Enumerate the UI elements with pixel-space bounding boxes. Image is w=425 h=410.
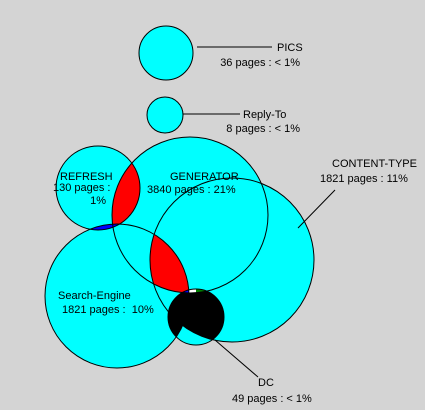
set-count: 130 pages : [53, 182, 111, 194]
set-count: 1% [90, 195, 106, 207]
circle-outlines [44, 25, 315, 369]
set-label: REFRESH [60, 171, 113, 183]
set-count: 49 pages : < 1% [232, 393, 312, 405]
set-label: Search-Engine [58, 290, 131, 302]
set-count: 8 pages : < 1% [226, 123, 300, 135]
set-label: DC [258, 377, 274, 389]
set-label: GENERATOR [170, 171, 239, 183]
leader-lines [183, 46, 336, 378]
set-count: 1821 pages : 11% [320, 173, 408, 185]
set-label: PICS [277, 42, 303, 54]
set-count: 3840 pages : 21% [147, 184, 236, 196]
set-count: 36 pages : < 1% [220, 57, 300, 69]
set-count: 1821 pages : 10% [62, 304, 154, 316]
set-label: Reply-To [243, 109, 286, 121]
set-label: CONTENT-TYPE [332, 158, 417, 170]
